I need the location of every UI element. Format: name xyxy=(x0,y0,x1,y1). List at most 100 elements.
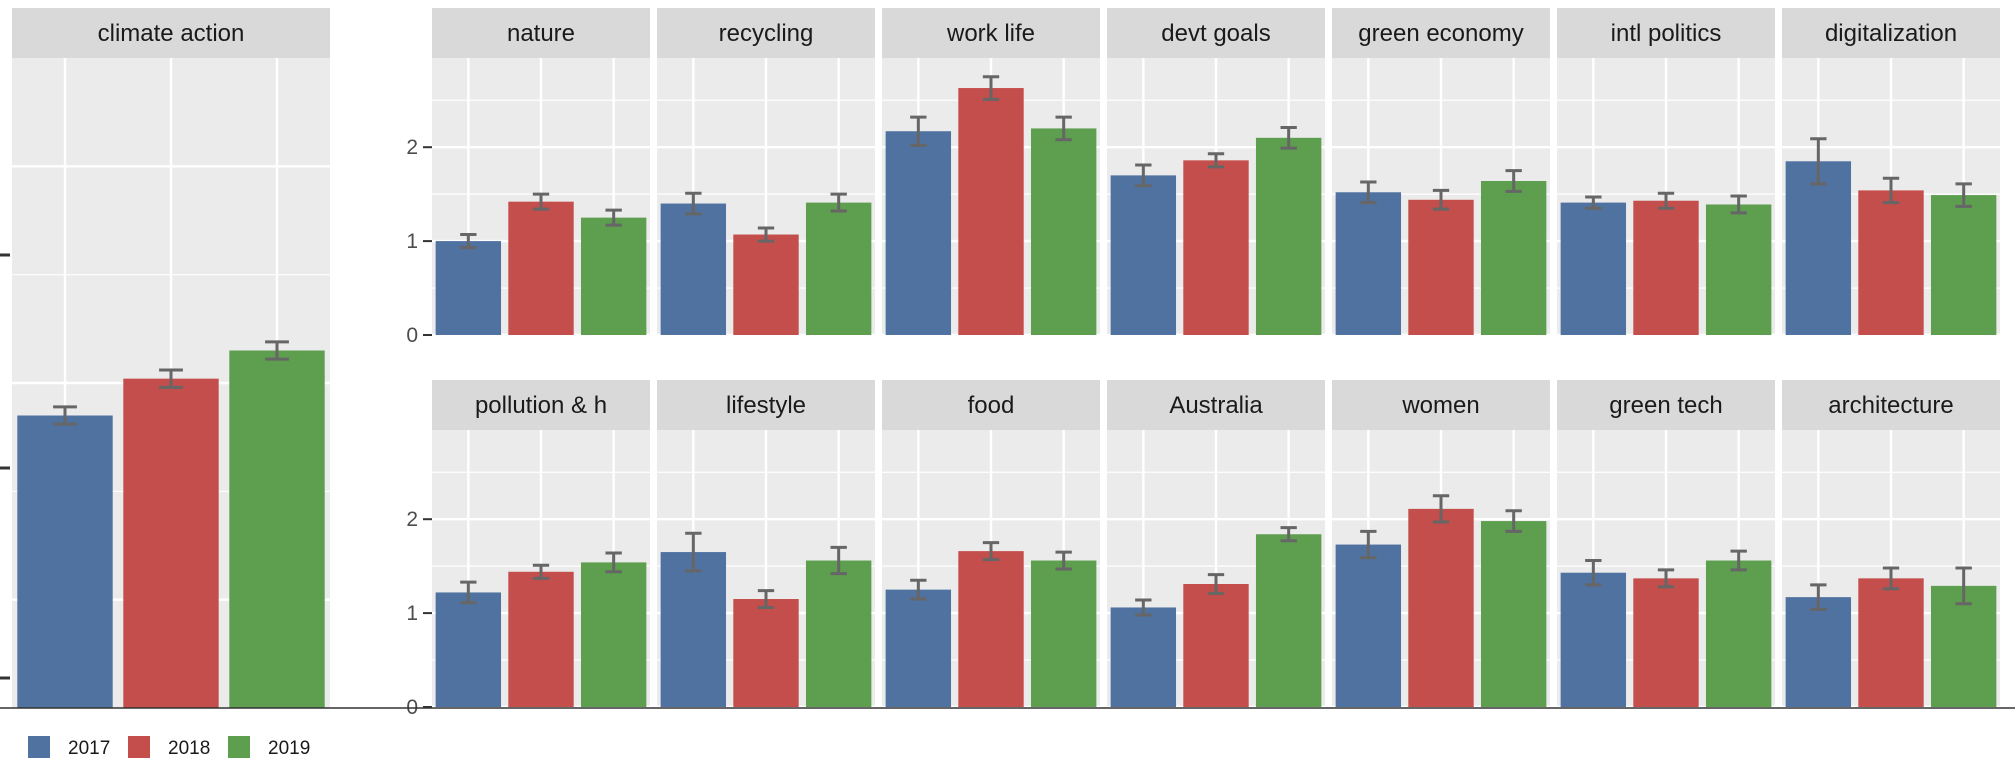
facet-strip xyxy=(1107,8,1325,58)
facet-title: work life xyxy=(946,20,1035,47)
bar-2017 xyxy=(660,203,727,335)
facet-strip xyxy=(882,8,1100,58)
y-tick-label: 0 xyxy=(406,324,418,347)
facet-strip xyxy=(657,8,875,58)
legend-label-2018: 2018 xyxy=(168,738,210,759)
facet-title: green tech xyxy=(1609,392,1722,419)
bar-2019 xyxy=(1705,204,1772,335)
bar-2017 xyxy=(1335,192,1402,335)
y-tick-label: 2 xyxy=(406,136,418,159)
bar-2019 xyxy=(1030,560,1097,707)
facet-title: green economy xyxy=(1358,20,1523,47)
facet-title: pollution & h xyxy=(475,392,607,419)
bar-2019 xyxy=(1030,128,1097,335)
bar-2017 xyxy=(885,589,952,707)
facet-panel: food xyxy=(882,380,1100,709)
facet-title: digitalization xyxy=(1825,20,1957,47)
bar-2019 xyxy=(1255,137,1322,335)
facet-strip xyxy=(1782,380,2000,430)
bar-2018 xyxy=(1633,200,1699,335)
bar-2019 xyxy=(229,350,325,708)
facet-title: climate action xyxy=(98,20,245,47)
facet-panel: work life xyxy=(882,8,1100,337)
facet-panel: green economy xyxy=(1332,8,1550,337)
y-tick-label: 1 xyxy=(406,602,418,625)
bar-2019 xyxy=(1480,181,1547,335)
bar-2018 xyxy=(1408,199,1474,335)
bar-2018 xyxy=(958,88,1024,335)
bar-2018 xyxy=(1633,578,1699,707)
facet-panel: nature xyxy=(432,8,650,337)
bar-2019 xyxy=(1705,560,1772,707)
facet-title: lifestyle xyxy=(726,392,806,419)
legend-swatch-2019 xyxy=(228,736,250,758)
facet-strip xyxy=(882,380,1100,430)
facet-strip xyxy=(657,380,875,430)
bar-2017 xyxy=(1110,175,1177,335)
bar-2017 xyxy=(435,241,502,335)
bar-2019 xyxy=(1255,534,1322,707)
bar-2019 xyxy=(1930,585,1997,707)
bar-2017 xyxy=(17,415,113,708)
facet-panel: women xyxy=(1332,380,1550,709)
facet-title: architecture xyxy=(1828,392,1953,419)
bar-2017 xyxy=(1785,597,1852,707)
legend-swatch-2018 xyxy=(128,736,150,758)
bar-2017 xyxy=(660,552,727,707)
facet-strip xyxy=(1332,380,1550,430)
facet-panel: devt goals xyxy=(1107,8,1325,337)
facet-panel: Australia xyxy=(1107,380,1325,709)
facet-title: recycling xyxy=(719,20,814,47)
legend-swatch-2017 xyxy=(28,736,50,758)
bar-2018 xyxy=(1858,190,1924,335)
bar-2017 xyxy=(1110,607,1177,707)
facet-panel: architecture xyxy=(1782,380,2000,709)
facet-title: devt goals xyxy=(1161,20,1270,47)
facet-panel: recycling xyxy=(657,8,875,337)
facet-title: food xyxy=(968,392,1015,419)
facet-panel: green tech xyxy=(1557,380,1775,709)
bar-2017 xyxy=(1560,202,1627,335)
facet-panel: digitalization xyxy=(1782,8,2000,337)
bar-2018 xyxy=(1183,160,1249,335)
bar-2017 xyxy=(885,131,952,335)
legend-label-2019: 2019 xyxy=(268,738,310,759)
facet-strip xyxy=(1782,8,2000,58)
bar-2018 xyxy=(123,378,219,708)
facet-title: Australia xyxy=(1169,392,1263,419)
facet-strip xyxy=(1557,380,1775,430)
bar-2019 xyxy=(1480,521,1547,707)
bar-2017 xyxy=(435,592,502,707)
facet-strip xyxy=(432,8,650,58)
bar-2018 xyxy=(1408,508,1474,707)
bar-2017 xyxy=(1335,544,1402,707)
bar-2017 xyxy=(1785,161,1852,335)
bar-2018 xyxy=(508,571,574,707)
legend-label-2017: 2017 xyxy=(68,738,110,759)
facet-panel: lifestyle xyxy=(657,380,875,709)
facet-title: intl politics xyxy=(1611,20,1722,47)
bar-2017 xyxy=(1560,572,1627,707)
facet-panel: intl politics xyxy=(1557,8,1775,337)
bar-2018 xyxy=(958,551,1024,707)
bar-2019 xyxy=(805,202,872,335)
bar-2018 xyxy=(1183,583,1249,707)
bar-2019 xyxy=(805,560,872,707)
facet-panel: climate action xyxy=(12,8,330,708)
facet-strip xyxy=(12,8,330,58)
bar-2018 xyxy=(508,201,574,335)
facet-title: women xyxy=(1401,392,1479,419)
legend: 2017 2018 2019 xyxy=(28,736,310,759)
bar-2019 xyxy=(580,562,647,707)
bar-2018 xyxy=(733,599,799,707)
facet-strip xyxy=(1332,8,1550,58)
facet-strip xyxy=(432,380,650,430)
y-tick-label: 2 xyxy=(406,508,418,531)
facet-strip xyxy=(1107,380,1325,430)
bar-2018 xyxy=(1858,578,1924,707)
y-tick-label: 1 xyxy=(406,230,418,253)
facet-panel: pollution & h xyxy=(432,380,650,709)
facet-title: nature xyxy=(507,20,575,47)
